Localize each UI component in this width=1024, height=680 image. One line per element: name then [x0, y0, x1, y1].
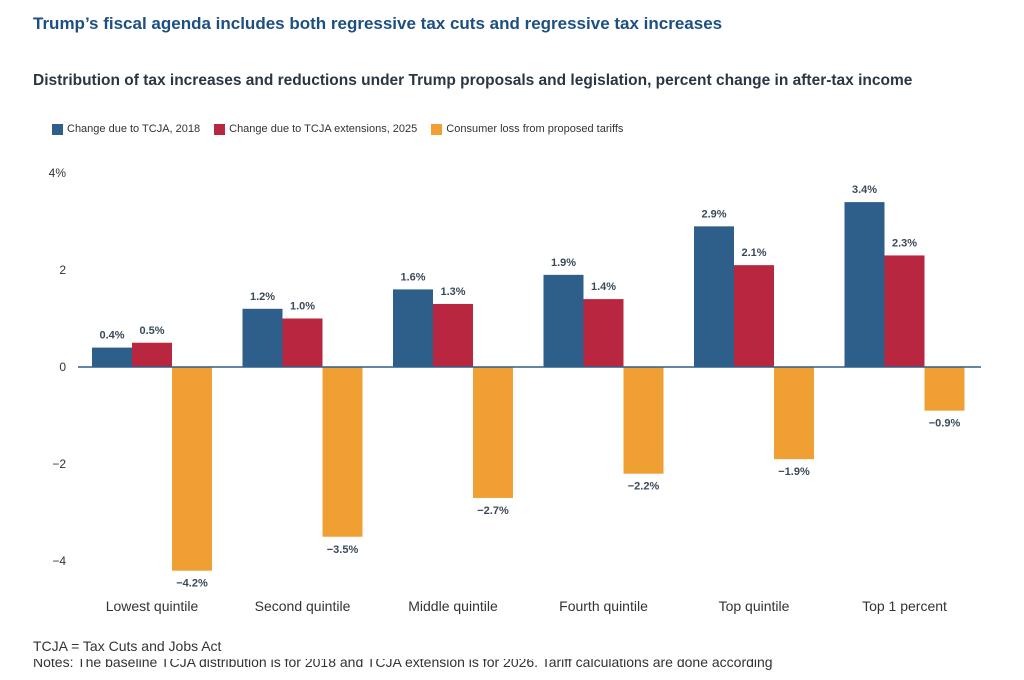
y-tick-label: −2 [52, 457, 66, 471]
chart-title: Distribution of tax increases and reduct… [33, 72, 913, 89]
data-label: 1.6% [400, 271, 425, 283]
data-label: 1.4% [591, 281, 616, 293]
data-label: −2.7% [477, 505, 509, 517]
legend-swatch-tcja-2025 [214, 123, 226, 135]
bar [694, 226, 734, 367]
bar [473, 367, 513, 498]
y-tick-label: 4% [49, 166, 67, 180]
data-label: 2.1% [741, 247, 766, 259]
bar [242, 308, 283, 367]
data-label: −3.5% [327, 544, 359, 556]
data-label: 2.9% [701, 208, 726, 220]
legend-label-tcja-2018: Change due to TCJA, 2018 [67, 123, 201, 135]
x-tick-label: Middle quintile [408, 598, 498, 614]
data-label: 1.3% [440, 286, 465, 298]
bar [774, 367, 814, 460]
data-label: 1.2% [250, 291, 275, 303]
legend-item-tariffs: Consumer loss from proposed tariffs [431, 123, 623, 135]
bar [92, 347, 132, 367]
y-tick-label: −4 [52, 554, 66, 568]
legend: Change due to TCJA, 2018 Change due to T… [52, 123, 637, 135]
data-label: 0.4% [99, 330, 124, 342]
data-label: −2.2% [628, 481, 660, 493]
legend-item-tcja-2018: Change due to TCJA, 2018 [52, 123, 200, 135]
x-tick-label: Lowest quintile [106, 598, 199, 614]
bar [282, 318, 323, 367]
bar [543, 274, 584, 367]
bar [132, 342, 172, 367]
bar [884, 255, 925, 367]
data-label: 3.4% [852, 184, 877, 196]
x-tick-label: Top 1 percent [862, 598, 947, 614]
legend-label-tariffs: Consumer loss from proposed tariffs [446, 123, 624, 135]
data-label: −0.9% [929, 418, 961, 430]
x-tick-label: Top quintile [719, 598, 790, 614]
data-label: −1.9% [778, 466, 810, 478]
data-label: −4.2% [176, 578, 208, 590]
bar [172, 367, 212, 571]
bar [583, 299, 624, 367]
notes-text: Notes: The baseline TCJA distribution is… [33, 659, 773, 670]
data-label: 0.5% [139, 325, 164, 337]
headline: Trump’s fiscal agenda includes both regr… [33, 14, 723, 33]
bar [623, 367, 664, 474]
bar [393, 289, 433, 367]
y-tick-label: 2 [59, 263, 66, 277]
x-tick-label: Fourth quintile [559, 598, 648, 614]
legend-item-tcja-2025: Change due to TCJA extensions, 2025 [214, 123, 417, 135]
data-label: 2.3% [892, 237, 917, 249]
bar [433, 303, 473, 367]
legend-swatch-tcja-2018 [52, 123, 63, 135]
bar [734, 265, 774, 367]
bar [844, 202, 885, 367]
bar [924, 367, 965, 411]
data-label: 1.0% [290, 301, 315, 313]
footnote: TCJA = Tax Cuts and Jobs Act [33, 638, 222, 654]
notes: Notes: The baseline TCJA distribution is… [33, 659, 773, 671]
y-tick-label: 0 [59, 360, 66, 374]
legend-label-tcja-2025: Change due to TCJA extensions, 2025 [229, 123, 418, 135]
legend-swatch-tariffs [431, 123, 443, 135]
bar [322, 367, 363, 537]
data-label: 1.9% [551, 257, 576, 269]
x-tick-label: Second quintile [255, 598, 351, 614]
